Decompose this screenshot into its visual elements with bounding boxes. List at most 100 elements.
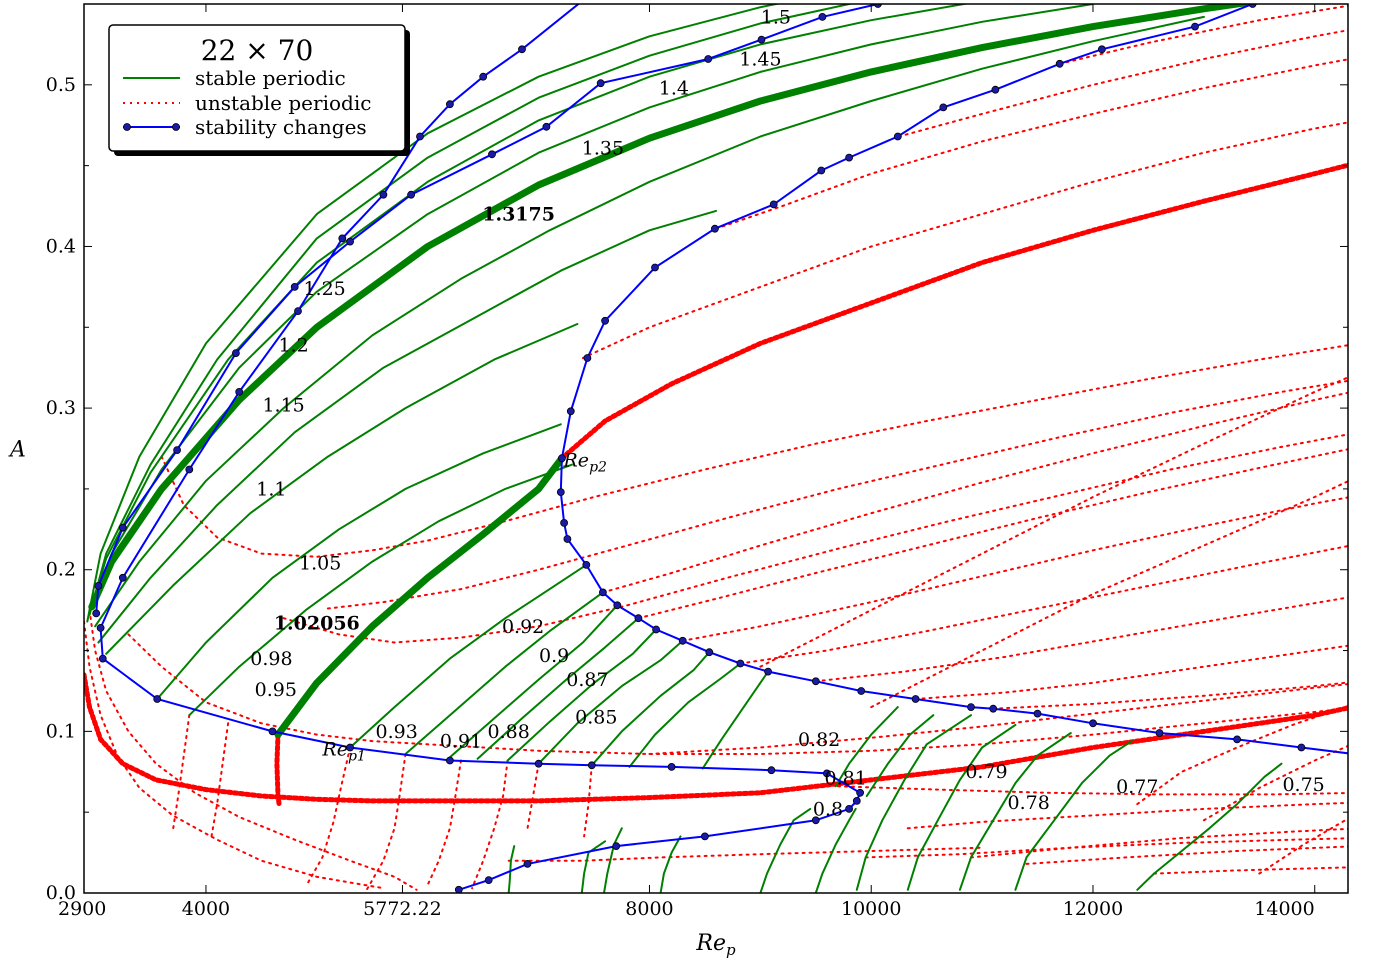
stability-marker-1-5 bbox=[290, 282, 299, 291]
x-axis-title: Rep bbox=[695, 931, 736, 959]
stability-marker-0-2 bbox=[479, 72, 488, 81]
stability-marker-2-30 bbox=[911, 695, 920, 703]
x-tick-label-5: 12000 bbox=[1063, 898, 1123, 920]
stable-curve-extra-28 bbox=[580, 840, 607, 893]
stable-curve-1_15 bbox=[105, 323, 579, 655]
stability-marker-1-9 bbox=[542, 122, 551, 131]
stability-marker-2-3 bbox=[1055, 59, 1064, 68]
stability-marker-1-2 bbox=[118, 523, 127, 532]
stability-marker-0-11 bbox=[96, 624, 105, 632]
stability-marker-1-12 bbox=[757, 35, 766, 44]
stability-marker-0-3 bbox=[445, 100, 454, 109]
curve-label-1_25: 1.25 bbox=[303, 278, 345, 300]
unstable-curve-6 bbox=[326, 379, 1348, 610]
unstable-curve-5 bbox=[160, 344, 1348, 558]
curve-label-0_79: 0.79 bbox=[965, 761, 1007, 783]
curve-label-0_91: 0.91 bbox=[440, 731, 482, 753]
curve-label-0_85: 0.85 bbox=[575, 706, 617, 728]
plot-frame bbox=[83, 3, 1349, 894]
y-tick-label-0: 0.0 bbox=[46, 882, 76, 904]
stability-marker-2-27 bbox=[764, 667, 772, 676]
unstable-curve-22 bbox=[906, 801, 1348, 830]
curve-label-0_87: 0.87 bbox=[566, 669, 608, 691]
x-tick-label-1: 4000 bbox=[182, 898, 230, 920]
stability-marker-2-10 bbox=[711, 224, 719, 233]
stability-marker-2-18 bbox=[563, 535, 572, 543]
stability-marker-0-23 bbox=[852, 797, 861, 805]
unstable-curve-8 bbox=[559, 162, 1348, 461]
unstable-curve-10 bbox=[715, 58, 1348, 230]
unstable-curve-26 bbox=[864, 837, 1348, 859]
curve-label-1_15: 1.15 bbox=[262, 394, 304, 416]
unstable-curve-12 bbox=[1058, 4, 1348, 65]
curve-label-0_78: 0.78 bbox=[1008, 792, 1050, 814]
axes-group: 2900 4000 5772.22 8000 10000 12000 14000 0.0 0.1… bbox=[8, 3, 1348, 959]
stability-marker-2-33 bbox=[1033, 709, 1042, 718]
stability-marker-0-16 bbox=[445, 756, 454, 765]
stable-curves-group bbox=[86, 4, 1283, 893]
stable-curve-0_88 bbox=[590, 651, 711, 767]
unstable-curve-21 bbox=[837, 785, 1348, 796]
stable-curve-0_98 bbox=[349, 563, 588, 749]
stability-marker-2-25 bbox=[705, 648, 714, 657]
curve-label-0_82: 0.82 bbox=[798, 729, 840, 751]
curve-label-0_92: 0.92 bbox=[502, 616, 544, 638]
unstable-curve-30 bbox=[365, 753, 407, 891]
stable-curve-0_95 bbox=[404, 591, 604, 755]
stability-marker-2-15 bbox=[558, 454, 566, 463]
unstable-curve-32 bbox=[171, 714, 191, 833]
curve-label-1_45: 1.45 bbox=[739, 48, 781, 70]
stable-curve-1_25 bbox=[94, 15, 1205, 628]
curve-label-0_9: 0.9 bbox=[539, 645, 569, 667]
stability-marker-1-6 bbox=[346, 237, 355, 246]
stability-marker-0-28 bbox=[523, 860, 532, 868]
curve-label-1_1: 1.1 bbox=[256, 478, 286, 500]
stable-curve-0_9 bbox=[537, 639, 684, 765]
stability-marker-2-6 bbox=[893, 132, 902, 141]
curve-label-0_8: 0.8 bbox=[813, 798, 843, 820]
stable-curve-0_87 bbox=[628, 662, 742, 768]
stability-marker-2-19 bbox=[582, 561, 591, 569]
annotation-re-p2: Rep2 bbox=[563, 449, 608, 475]
stable-curve-0_79 bbox=[906, 723, 1017, 891]
legend: 22 × 70 stable periodic unstable periodi… bbox=[108, 24, 410, 156]
annotations-group: Rep1 Rep2 bbox=[321, 449, 607, 764]
stability-marker-2-14 bbox=[566, 407, 575, 416]
stability-marker-2-38 bbox=[1350, 751, 1357, 758]
stability-marker-2-4 bbox=[991, 85, 1000, 94]
annotation-re-p1: Rep1 bbox=[321, 739, 365, 765]
unstable-curve-25 bbox=[1153, 866, 1348, 875]
stability-changes-group bbox=[92, 4, 1357, 893]
stable-curve-1_05 bbox=[188, 463, 573, 717]
stability-marker-1-7 bbox=[407, 190, 416, 199]
stability-marker-0-26 bbox=[701, 832, 709, 841]
curve-label-0_77: 0.77 bbox=[1116, 776, 1158, 798]
stability-marker-0-13 bbox=[153, 695, 162, 703]
unstable-curve-40 bbox=[870, 480, 1348, 709]
stable-curve-0_82 bbox=[834, 706, 899, 788]
stability-marker-0-5 bbox=[379, 190, 388, 199]
unstable-curve-11 bbox=[897, 29, 1348, 138]
unstable-curve-19 bbox=[992, 681, 1348, 710]
legend-unstable-label: unstable periodic bbox=[195, 91, 371, 115]
stability-marker-2-32 bbox=[989, 704, 998, 713]
y-tick-label-4: 0.4 bbox=[46, 235, 76, 257]
stability-marker-2-29 bbox=[857, 687, 866, 695]
stability-marker-2-26 bbox=[736, 659, 745, 668]
stability-marker-2-35 bbox=[1155, 729, 1164, 737]
stability-marker-1-13 bbox=[818, 12, 827, 21]
stability-marker-0-29 bbox=[484, 876, 493, 884]
unstable-curve-39 bbox=[759, 376, 1348, 668]
y-tick-label-2: 0.2 bbox=[46, 559, 76, 581]
stability-marker-2-9 bbox=[769, 200, 778, 209]
stability-marker-2-20 bbox=[599, 588, 607, 597]
stability-marker-2-12 bbox=[601, 316, 609, 325]
x-tick-label-2: 5772.22 bbox=[363, 898, 442, 920]
unstable-curve-23 bbox=[970, 827, 1348, 859]
stable-curve-1_3175 bbox=[88, 4, 1261, 611]
curve-label-0_81: 0.81 bbox=[825, 768, 867, 790]
curve-label-1_4: 1.4 bbox=[659, 78, 689, 100]
stability-marker-0-15 bbox=[346, 743, 355, 752]
stable-curve-0_81 bbox=[865, 714, 935, 797]
